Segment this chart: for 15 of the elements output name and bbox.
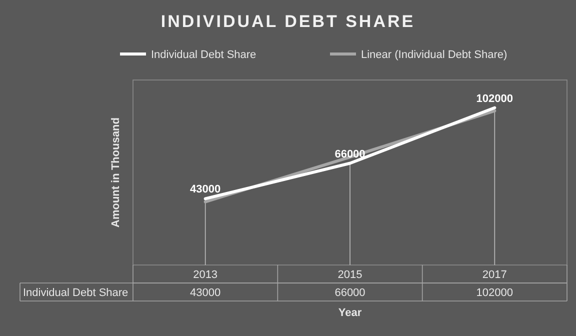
x-tick-label: 2015: [338, 269, 362, 281]
data-label: 43000: [190, 287, 221, 299]
x-axis-title: Year: [338, 307, 362, 319]
data-label: 66000: [334, 287, 366, 299]
x-tick-label: 2013: [193, 269, 218, 281]
data-label: 102000: [476, 287, 514, 299]
text: Individual Debt Share: [23, 287, 128, 299]
y-axis-title: Amount in Thousand: [110, 118, 122, 228]
text: 43000: [190, 184, 221, 196]
legend-label: Individual Debt Share: [151, 49, 256, 61]
text: 102000: [476, 92, 514, 105]
legend-label: Linear (Individual Debt Share): [361, 49, 508, 61]
text: 66000: [334, 148, 366, 160]
chart-title: INDIVIDUAL DEBT SHARE: [160, 12, 416, 31]
x-tick-label: 2017: [482, 269, 507, 281]
